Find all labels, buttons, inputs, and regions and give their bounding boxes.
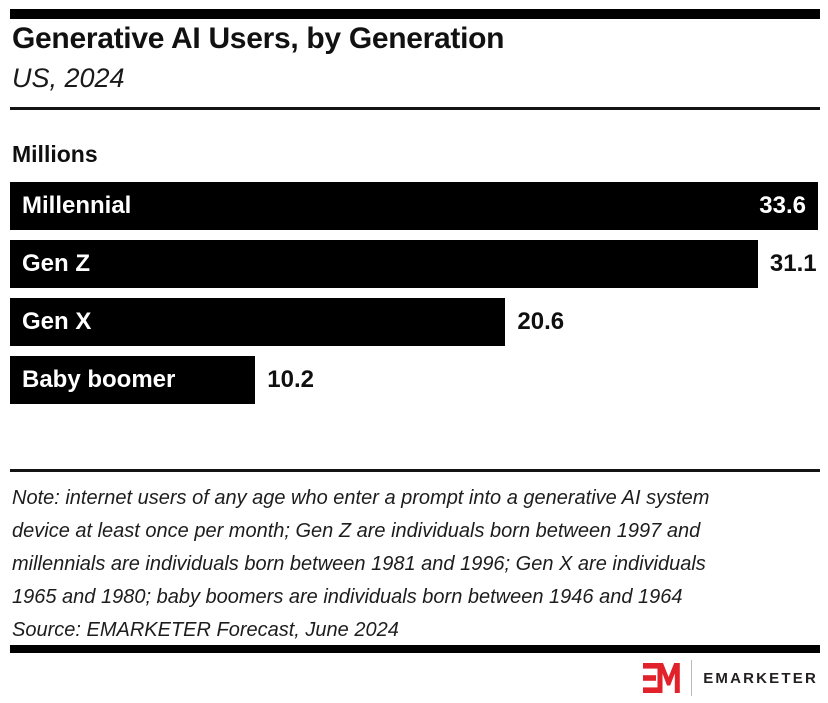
note-line: device at least once per month; Gen Z ar…: [12, 520, 701, 542]
bar-gen-x: Gen X: [10, 298, 506, 346]
note-line: millennials are individuals born between…: [12, 553, 706, 575]
notes-divider: [10, 469, 820, 472]
top-accent-bar: [10, 9, 820, 19]
logo-divider: [691, 660, 693, 696]
brand-name: EMARKETER: [703, 669, 818, 687]
note-line: 1965 and 1980; baby boomers are individu…: [12, 586, 683, 608]
bar-label: Gen Z: [22, 250, 91, 277]
brand-lockup: EMARKETER: [643, 659, 818, 697]
notes-block: Note: internet users of any age who ente…: [12, 482, 828, 647]
page-subtitle: US, 2024: [12, 63, 125, 93]
note-line: Note: internet users of any age who ente…: [12, 487, 710, 509]
bar-label: Gen X: [22, 308, 92, 335]
header-divider: [10, 107, 820, 110]
bar-millennial: Millennial: [10, 182, 818, 230]
bar-label: Baby boomer: [22, 366, 176, 393]
bar-baby-boomer: Baby boomer: [10, 356, 256, 404]
bar-row: Baby boomer 10.2: [10, 356, 818, 404]
bar-value: 10.2: [267, 366, 314, 393]
bar-chart: Millennial 33.6 Gen Z 31.1 Gen X 20.6 Baby boo…: [10, 182, 818, 414]
page-title: Generative AI Users, by Generation: [12, 22, 505, 55]
bar-row: Gen X 20.6: [10, 298, 818, 346]
footer-accent-bar: [10, 645, 820, 653]
bar-value: 20.6: [517, 308, 565, 335]
bar-value: 31.1: [769, 250, 817, 277]
emarketer-logo-icon: [643, 663, 680, 693]
bar-label: Millennial: [22, 192, 132, 219]
bar-row: Gen Z 31.1: [10, 240, 818, 288]
source-line: Source: EMARKETER Forecast, June 2024: [12, 619, 399, 641]
bar-value: 33.6: [759, 192, 806, 219]
unit-label: Millions: [12, 141, 98, 167]
bar-gen-z: Gen Z: [10, 240, 758, 288]
bar-row: Millennial 33.6: [10, 182, 818, 230]
